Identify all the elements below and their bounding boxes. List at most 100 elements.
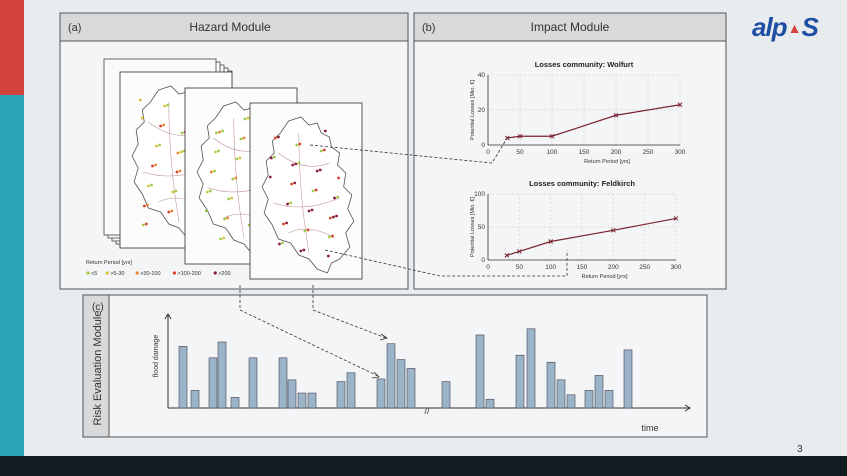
hazard-point <box>246 116 250 120</box>
hazard-point <box>179 150 183 154</box>
hazard-point <box>178 169 182 173</box>
impact-header <box>413 12 727 42</box>
x-tick-label: 150 <box>579 149 590 156</box>
damage-bar <box>623 349 633 409</box>
damage-bar <box>604 390 614 409</box>
hazard-point <box>337 176 341 180</box>
region-outline <box>261 116 355 274</box>
legend-swatch <box>105 271 109 275</box>
x-axis-label: Return Period [yrs] <box>582 274 628 280</box>
hazard-point <box>174 189 178 193</box>
hazard-map-sheet <box>249 102 363 280</box>
legend-swatch <box>86 271 90 275</box>
damage-bar <box>208 357 218 409</box>
chart-title: Losses community: Feldkirch <box>529 179 635 188</box>
hazard-point <box>150 183 153 187</box>
damage-bar <box>485 398 495 409</box>
hazard-point <box>208 189 212 193</box>
page-number: 3 <box>797 444 803 455</box>
hazard-point <box>176 151 180 155</box>
connector-to-bar-a <box>239 309 379 377</box>
risk-title: Risk Evaluation Module <box>92 311 104 426</box>
chart-feldkirch: Losses community: Feldkirch 0 50 100 150 200 2… <box>470 179 682 280</box>
hazard-point <box>336 195 339 199</box>
hazard-point <box>302 248 306 252</box>
x-tick-label: 0 <box>486 264 490 271</box>
hazard-point <box>314 188 318 192</box>
damage-bar <box>336 381 346 409</box>
data-point <box>516 249 522 254</box>
hazard-point <box>276 135 280 139</box>
damage-bar <box>396 359 406 409</box>
hazard-legend-title: Return Period [yrs] <box>86 260 132 266</box>
y-tick-label: 100 <box>474 191 485 198</box>
data-point <box>504 253 510 258</box>
damage-bar <box>515 354 525 409</box>
hazard-point <box>268 175 272 179</box>
hazard-point <box>166 103 170 107</box>
hazard-point <box>218 130 221 134</box>
hazard-point <box>327 235 331 239</box>
data-point <box>677 102 683 108</box>
legend-label: <5 <box>91 271 97 277</box>
hazard-point <box>307 209 311 213</box>
damage-bar <box>178 346 188 409</box>
hazard-point <box>299 249 303 253</box>
hazard-point <box>239 137 243 141</box>
damage-bar <box>346 372 356 409</box>
y-axis-label: Potential Losses [Mio. €] <box>470 197 476 257</box>
hazard-point <box>159 124 163 128</box>
hazard-point <box>297 161 301 165</box>
damage-bar <box>594 375 604 409</box>
legend-label: >200 <box>218 271 230 277</box>
hazard-point <box>289 201 293 205</box>
damage-bar <box>230 397 240 409</box>
connector-feldkirch <box>324 249 568 277</box>
hazard-point <box>226 216 230 220</box>
hazard-point <box>285 221 288 225</box>
damage-bar <box>526 328 536 409</box>
hazard-point <box>144 222 148 226</box>
x-tick-label: 300 <box>671 264 682 271</box>
x-tick-label: 150 <box>577 264 588 271</box>
axis-break-mark: // <box>424 406 430 416</box>
connector-to-bar-b <box>312 309 387 339</box>
hazard-point <box>212 169 216 173</box>
hazard-point <box>310 208 314 212</box>
x-tick-label: 100 <box>547 149 558 156</box>
hazard-point <box>303 229 307 233</box>
monitor-bezel <box>0 456 847 476</box>
hazard-point <box>277 242 281 246</box>
hazard-point <box>142 204 146 208</box>
hazard-point <box>230 196 234 200</box>
red-side-strip <box>0 0 24 95</box>
x-tick-label: 50 <box>516 149 524 156</box>
hazard-point <box>238 156 242 160</box>
hazard-point <box>318 168 322 172</box>
hazard-point <box>295 143 299 147</box>
x-tick-label: 50 <box>516 264 524 271</box>
hazard-point <box>235 157 239 161</box>
legend-swatch <box>135 271 139 275</box>
legend-label: >30-100 <box>140 271 160 277</box>
hazard-point <box>328 216 332 220</box>
risk-ylabel: flood damage <box>153 335 160 378</box>
damage-bar <box>376 378 386 409</box>
y-tick-label: 20 <box>478 107 486 114</box>
x-arrow-icon <box>684 404 691 412</box>
damage-bar <box>297 392 307 409</box>
hazard-point <box>298 142 302 146</box>
hazard-point <box>155 144 158 148</box>
y-arrow-icon <box>164 313 172 320</box>
hazard-point <box>335 214 338 218</box>
hazard-point <box>205 190 209 194</box>
data-point <box>549 133 555 139</box>
connector-lines <box>239 137 568 379</box>
hazard-point <box>269 156 273 160</box>
x-tick-label: 250 <box>643 149 654 156</box>
hazard-point <box>319 149 323 153</box>
damage-bar <box>386 343 396 409</box>
hazard-point <box>222 236 226 240</box>
